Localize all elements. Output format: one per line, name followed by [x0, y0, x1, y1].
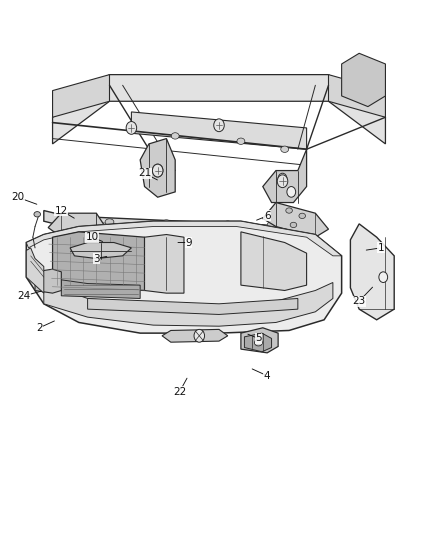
- Text: 6: 6: [264, 211, 271, 221]
- Polygon shape: [88, 298, 298, 314]
- Ellipse shape: [162, 220, 171, 226]
- Text: 24: 24: [18, 291, 31, 301]
- Ellipse shape: [286, 208, 293, 213]
- Text: 9: 9: [185, 238, 192, 247]
- Polygon shape: [241, 232, 307, 290]
- Polygon shape: [342, 53, 385, 107]
- Text: 4: 4: [264, 371, 271, 381]
- Polygon shape: [26, 221, 342, 256]
- Circle shape: [152, 164, 163, 177]
- Polygon shape: [328, 75, 385, 117]
- Ellipse shape: [34, 212, 40, 217]
- Text: 12: 12: [55, 206, 68, 215]
- Circle shape: [278, 173, 287, 184]
- Polygon shape: [244, 333, 272, 352]
- Ellipse shape: [281, 146, 289, 152]
- Text: 10: 10: [85, 232, 99, 242]
- Polygon shape: [35, 269, 61, 293]
- Text: 5: 5: [255, 334, 262, 343]
- Polygon shape: [241, 328, 278, 353]
- Ellipse shape: [223, 221, 232, 228]
- Polygon shape: [44, 211, 315, 245]
- Circle shape: [152, 164, 163, 177]
- Polygon shape: [53, 75, 110, 117]
- Polygon shape: [263, 203, 328, 237]
- Polygon shape: [162, 329, 228, 342]
- Text: 22: 22: [173, 387, 186, 397]
- Circle shape: [126, 122, 137, 134]
- Polygon shape: [26, 248, 44, 293]
- Text: 21: 21: [138, 168, 151, 178]
- Text: 20: 20: [11, 192, 24, 202]
- Text: 3: 3: [93, 254, 100, 263]
- Polygon shape: [53, 75, 385, 144]
- Polygon shape: [44, 282, 333, 326]
- Ellipse shape: [237, 138, 245, 144]
- Polygon shape: [131, 112, 307, 149]
- Polygon shape: [61, 280, 140, 298]
- Circle shape: [287, 187, 296, 197]
- Ellipse shape: [267, 222, 276, 228]
- Circle shape: [194, 329, 205, 342]
- Text: 23: 23: [353, 296, 366, 306]
- Polygon shape: [263, 149, 307, 203]
- Text: 2: 2: [36, 323, 43, 333]
- Polygon shape: [70, 243, 131, 259]
- Polygon shape: [140, 139, 175, 197]
- Ellipse shape: [171, 133, 179, 139]
- Polygon shape: [145, 235, 184, 293]
- Circle shape: [277, 175, 288, 188]
- Ellipse shape: [299, 213, 305, 219]
- Polygon shape: [350, 224, 394, 320]
- Polygon shape: [26, 221, 342, 333]
- Polygon shape: [53, 232, 145, 290]
- Polygon shape: [48, 213, 105, 237]
- Ellipse shape: [105, 219, 114, 225]
- Text: 1: 1: [378, 243, 385, 253]
- Ellipse shape: [290, 222, 297, 228]
- Ellipse shape: [254, 340, 262, 346]
- Circle shape: [214, 119, 224, 132]
- Circle shape: [379, 272, 388, 282]
